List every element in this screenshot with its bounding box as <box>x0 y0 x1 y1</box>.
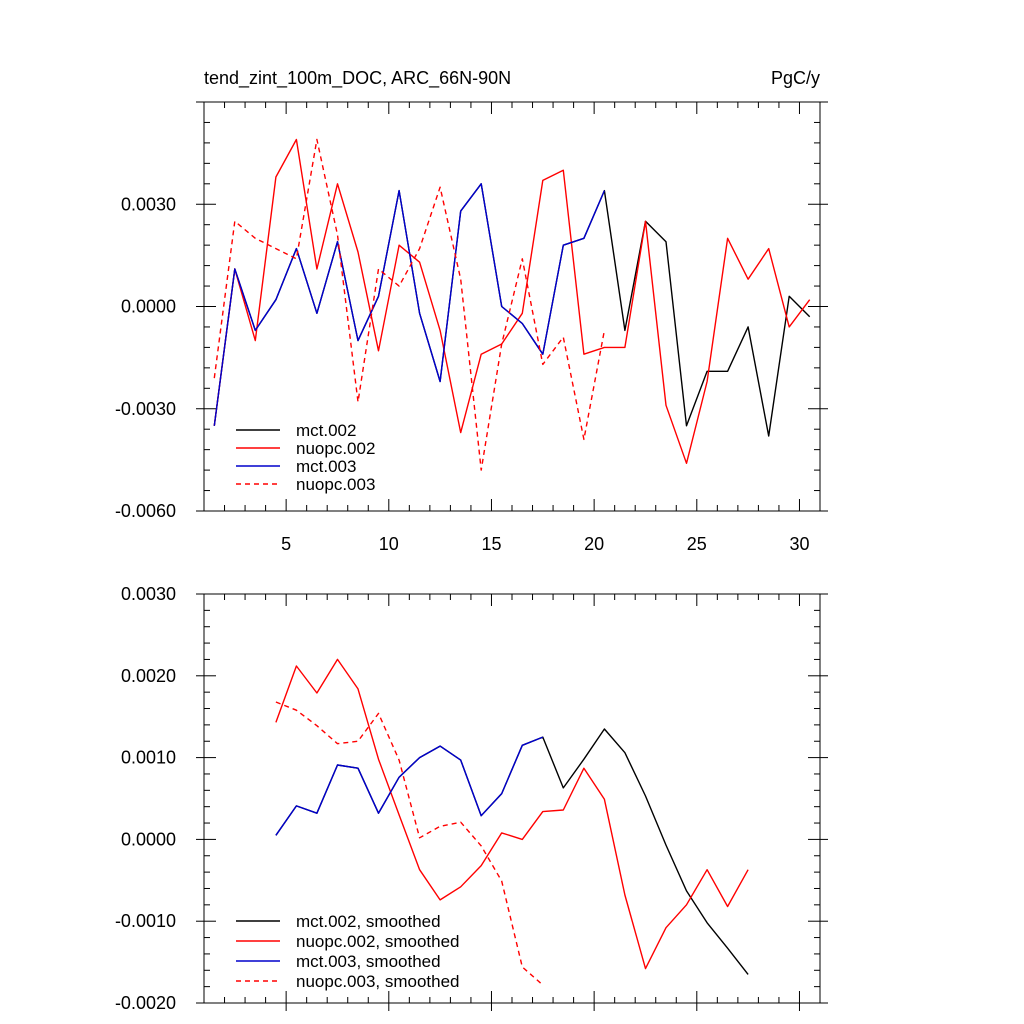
y-tick-label: 0.0000 <box>121 297 176 317</box>
x-tick-label: 10 <box>379 534 399 554</box>
x-tick-label: 30 <box>789 534 809 554</box>
y-tick-label: 0.0010 <box>121 748 176 768</box>
series-line-mct-002 <box>213 183 811 437</box>
x-tick-label: 20 <box>584 534 604 554</box>
y-tick-label: 0.0020 <box>121 666 176 686</box>
legend-label-mct-002-smoothed: mct.002, smoothed <box>296 912 441 931</box>
y-tick-label: -0.0020 <box>115 993 176 1013</box>
x-tick-label: 5 <box>281 534 291 554</box>
chart-units: PgC/y <box>771 68 820 88</box>
legend-label-nuopc-002: nuopc.002 <box>296 439 375 458</box>
series-line-nuopc-002-smoothed <box>275 658 749 970</box>
legend-label-mct-002: mct.002 <box>296 421 356 440</box>
x-tick-label: 15 <box>481 534 501 554</box>
y-tick-label: 0.0030 <box>121 194 176 214</box>
y-tick-label: -0.0030 <box>115 399 176 419</box>
series-line-nuopc-003-smoothed <box>275 701 544 986</box>
legend-label-nuopc-002-smoothed: nuopc.002, smoothed <box>296 932 460 951</box>
bottom-panel: -0.0020 -0.0010 0.0000 0.0010 0.0020 0.0030 mc… <box>115 584 828 1013</box>
series-line-mct-003-smoothed <box>275 736 544 836</box>
legend-label-nuopc-003-smoothed: nuopc.003, smoothed <box>296 972 460 991</box>
legend-label-mct-003-smoothed: mct.003, smoothed <box>296 952 441 971</box>
legend-label-mct-003: mct.003 <box>296 457 356 476</box>
top-panel: 5 10 15 20 25 30 -0.0060 -0.0030 0.0000 0.0030 mct… <box>115 101 828 554</box>
y-tick-label: 0.0000 <box>121 829 176 849</box>
series-line-mct-003 <box>213 183 606 426</box>
y-tick-label: 0.0030 <box>121 584 176 604</box>
chart-title: tend_zint_100m_DOC, ARC_66N-90N <box>204 68 511 89</box>
y-tick-label: -0.0010 <box>115 911 176 931</box>
legend-label-nuopc-003: nuopc.003 <box>296 475 375 494</box>
series-line-nuopc-003 <box>213 138 606 471</box>
y-tick-label: -0.0060 <box>115 501 176 521</box>
series-line-nuopc-002 <box>213 138 811 464</box>
x-tick-label: 25 <box>687 534 707 554</box>
